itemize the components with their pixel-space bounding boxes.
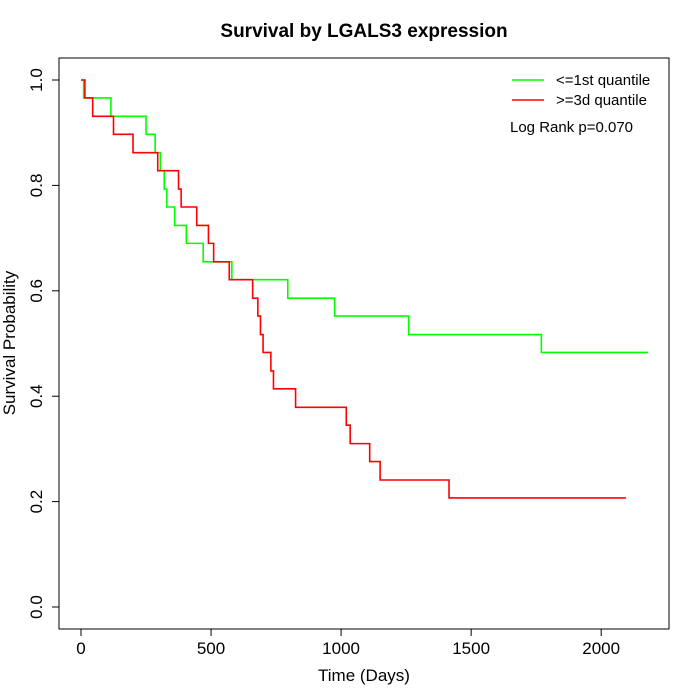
y-tick-label: 0.2	[27, 490, 46, 514]
legend: <=1st quantile >=3d quantile	[512, 72, 650, 109]
x-axis: 0 500 1000 1500 2000	[76, 628, 620, 658]
y-tick-label: 1.0	[27, 68, 46, 92]
y-axis-label: Survival Probability	[0, 270, 19, 415]
y-tick-label: 0.6	[27, 279, 46, 303]
legend-label-1: >=3d quantile	[556, 92, 647, 109]
y-tick-label: 0.8	[27, 174, 46, 198]
x-tick-label: 0	[76, 639, 85, 658]
legend-label-0: <=1st quantile	[556, 72, 650, 89]
x-tick-label: 2000	[582, 639, 620, 658]
x-tick-label: 500	[197, 639, 225, 658]
x-tick-label: 1000	[322, 639, 360, 658]
log-rank-annotation: Log Rank p=0.070	[510, 119, 633, 136]
y-axis: 0.0 0.2 0.4 0.6 0.8 1.0	[27, 68, 60, 619]
x-axis-label: Time (Days)	[318, 666, 410, 685]
y-tick-label: 0.0	[27, 595, 46, 619]
survival-curve-1	[81, 79, 626, 499]
chart-title: Survival by LGALS3 expression	[220, 21, 507, 42]
series-layer	[81, 79, 648, 499]
y-tick-label: 0.4	[27, 384, 46, 408]
survival-curve-0	[81, 79, 648, 354]
x-tick-label: 1500	[452, 639, 490, 658]
